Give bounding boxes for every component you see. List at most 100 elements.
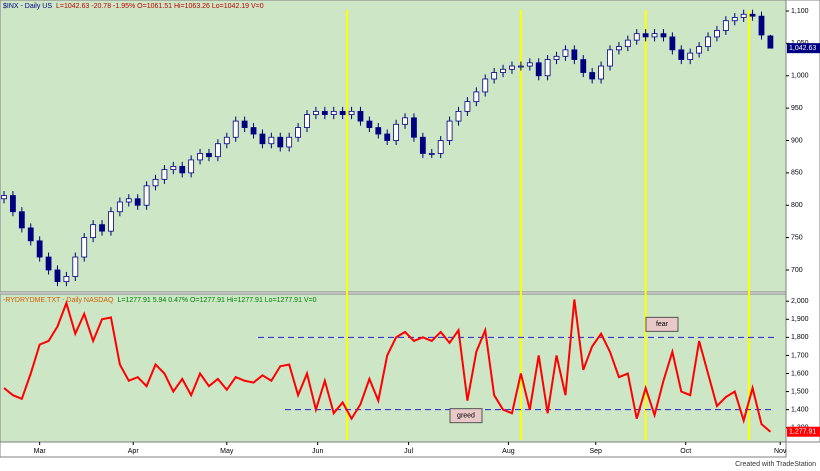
time-axis [0,441,787,458]
x-tick-label: Oct [680,448,691,455]
candle-body [277,136,284,148]
candle-body [642,33,649,38]
x-tick-label: Nov [774,448,787,455]
candle-body [678,49,685,60]
candle-body [384,133,391,141]
candle-body [259,133,266,145]
y-tick-label: 700 [791,267,803,274]
reference-label-box [449,408,483,424]
candle-body [509,65,515,70]
candle-body [455,110,462,122]
candle-body [313,110,319,115]
candle-body [1,195,7,200]
panel-header-values: L=1042.63 -20.78 -1.95% O=1061.51 Hi=106… [56,3,264,10]
candle-body [696,46,703,54]
candle-body [330,110,337,115]
y-tick-label: 1,800 [791,334,809,341]
candle-body [535,62,542,77]
candle-body [197,153,203,161]
candle-body [321,110,328,115]
last-value-label: 1,042.63 [789,45,816,52]
candle-body [286,136,293,148]
candle-body [241,120,248,128]
candle-body [223,136,230,145]
y-tick-label: 900 [791,137,803,144]
candle-body [10,195,16,213]
candle-body [54,269,61,283]
candle-body [419,136,426,154]
candle-body [687,52,694,60]
y-tick-label: 1,900 [791,316,809,323]
candle-body [749,13,756,17]
candle-body [81,237,88,258]
candle-body [232,120,239,138]
panel-title: -RYDRYDME.TXT - Daily NASDAQ [3,297,114,304]
panel-title: $INX - Daily US [3,3,52,10]
candle-body [402,117,408,125]
candle-body [553,55,560,60]
candle-body [63,276,70,283]
candle-body [651,33,658,38]
candle-body [411,117,417,138]
candle-body [134,198,141,206]
candle-body [90,224,97,239]
candle-body [206,153,212,158]
x-tick-label: Sep [590,448,603,455]
candle-body [571,49,578,60]
candle-body [295,127,301,138]
candle-body [633,33,640,41]
candle-body [393,123,400,141]
candle-body [18,211,25,229]
candle-body [304,114,310,128]
candle-body [464,101,471,112]
candle-body [428,153,435,155]
candle-body [616,46,622,51]
x-tick-label: Aug [502,448,515,455]
candle-body [108,211,114,232]
candle-body [250,127,257,135]
candle-body [714,30,720,38]
x-tick-label: May [220,448,234,455]
candle-body [348,110,355,115]
candle-body [214,143,221,158]
candle-body [161,169,168,180]
candle-body [660,33,667,38]
candle-body [446,120,453,141]
y-tick-label: 1,400 [791,406,809,413]
candle-body [45,256,52,271]
panel-header-values: L=1277.91 5.94 0.47% O=1277.91 Hi=1277.9… [117,297,316,304]
reference-label: greed [457,412,475,419]
y-tick-label: 850 [791,170,803,177]
candle-body [339,110,346,115]
candle-body [740,13,747,18]
candle-body [188,159,195,174]
candle-body [491,72,498,80]
y-tick-label: 2,000 [791,298,809,305]
candle-body [705,36,711,48]
candle-body [544,59,551,77]
x-tick-label: Jul [404,448,413,455]
candle-body [580,59,587,73]
y-tick-label: 1,100 [791,8,809,15]
candle-body [473,91,480,103]
reference-label-box [645,316,679,332]
candle-body [500,68,506,73]
candle-body [437,140,444,154]
candle-body [179,165,186,174]
candle-body [517,65,524,68]
candle-body [589,72,596,80]
last-value-label: 1,277.91 [789,429,816,436]
candle-body [125,198,132,203]
y-tick-label: 800 [791,202,803,209]
y-tick-label: 1,700 [791,352,809,359]
candle-body [607,49,613,67]
price-panel [0,0,787,293]
sentiment-line [3,299,772,433]
candle-body [116,201,123,213]
last-value-box [787,426,820,437]
footer: Created with TradeStation [735,461,816,468]
x-tick-label: Jun [312,448,323,455]
candle-body [366,120,373,128]
candle-body [72,256,79,277]
candle-body [562,49,569,57]
